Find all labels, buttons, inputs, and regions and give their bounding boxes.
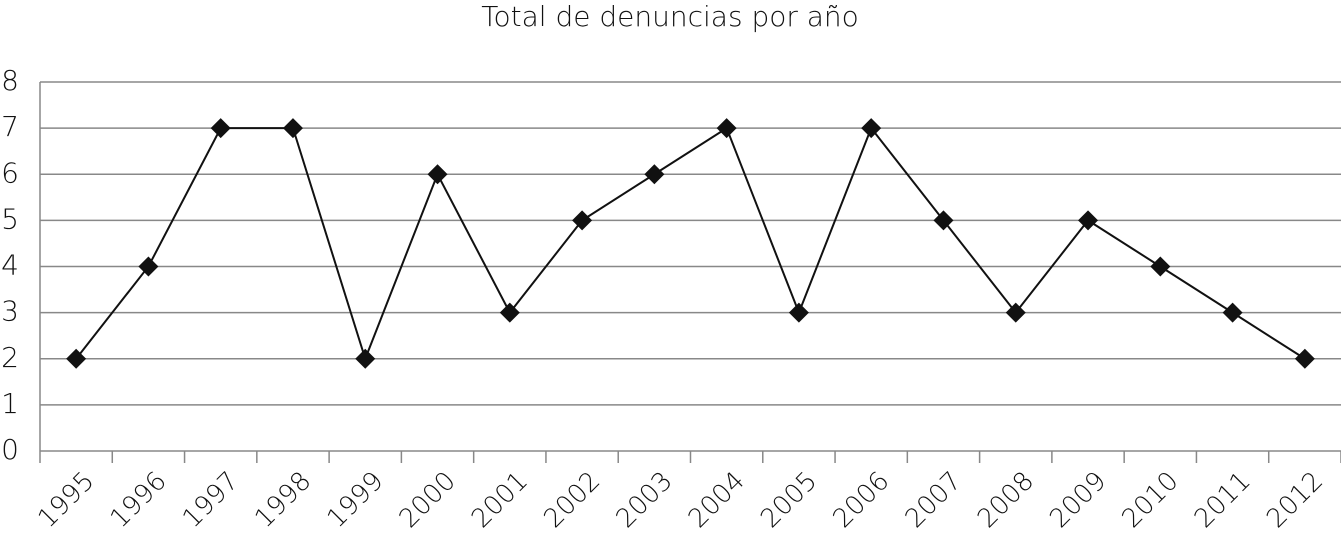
x-tick-label: 2002 — [538, 466, 606, 534]
marker — [1294, 348, 1315, 369]
marker — [66, 348, 87, 369]
y-tick-label: 3 — [1, 295, 19, 328]
x-tick-label: 1995 — [32, 466, 100, 534]
y-tick-label: 0 — [1, 433, 19, 466]
x-tick-label: 2006 — [827, 466, 895, 534]
x-tick-label: 2003 — [611, 466, 679, 534]
x-tick-label: 1997 — [177, 466, 245, 534]
x-tick-label: 1996 — [105, 466, 173, 534]
x-tick-label: 2009 — [1044, 466, 1112, 534]
marker — [1005, 302, 1026, 323]
marker — [861, 118, 882, 139]
marker — [499, 302, 520, 323]
x-tick-label: 2012 — [1261, 466, 1329, 534]
marker — [282, 118, 303, 139]
chart-title: Total de denuncias por año — [481, 0, 859, 33]
x-tick-label: 2008 — [972, 466, 1040, 534]
marker — [1222, 302, 1243, 323]
marker — [933, 210, 954, 231]
marker — [1078, 210, 1099, 231]
marker — [788, 302, 809, 323]
marker — [644, 164, 665, 185]
x-tick-label: 2001 — [466, 466, 534, 534]
marker — [210, 118, 231, 139]
y-tick-label: 4 — [1, 249, 19, 282]
x-tick-label: 2000 — [394, 466, 462, 534]
x-tick-label: 2004 — [683, 466, 751, 534]
x-tick-label: 1998 — [249, 466, 317, 534]
marker — [427, 164, 448, 185]
marker — [138, 256, 159, 277]
x-tick-label: 2007 — [900, 466, 968, 534]
x-tick-label: 1999 — [321, 466, 389, 534]
marker — [1150, 256, 1171, 277]
y-tick-label: 2 — [1, 341, 19, 374]
x-tick-label: 2005 — [755, 466, 823, 534]
y-tick-label: 1 — [1, 387, 19, 420]
marker — [355, 348, 376, 369]
marker — [716, 118, 737, 139]
y-tick-label: 6 — [1, 156, 19, 189]
x-tick-label: 2011 — [1189, 466, 1257, 534]
y-tick-label: 8 — [1, 64, 19, 97]
marker — [572, 210, 593, 231]
y-tick-label: 7 — [1, 110, 19, 143]
line — [75, 126, 1306, 362]
y-tick-label: 5 — [1, 202, 19, 235]
x-tick-label: 2010 — [1117, 466, 1185, 534]
